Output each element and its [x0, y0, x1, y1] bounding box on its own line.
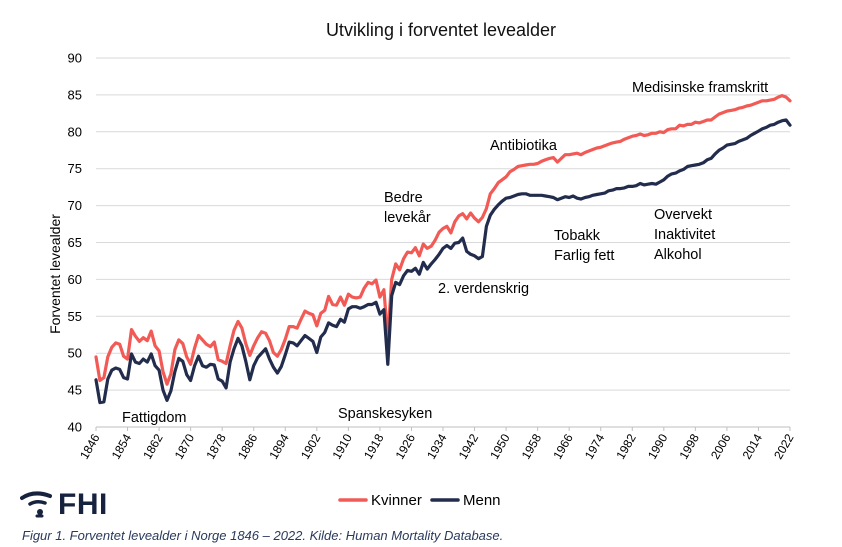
- annotation-fattigdom: Fattigdom: [122, 410, 186, 426]
- annotation-verdenskrig: 2. verdenskrig: [438, 281, 529, 297]
- annotation-tobakk: Farlig fett: [554, 248, 614, 264]
- fhi-logo: FHI: [20, 488, 108, 522]
- x-tick-label: 1926: [393, 431, 419, 461]
- x-tick-label: 1966: [550, 431, 576, 461]
- x-tick-label: 1990: [645, 431, 671, 461]
- x-tick-label: 1886: [235, 431, 261, 461]
- series-line-menn: [94, 118, 792, 405]
- y-tick-label: 55: [68, 309, 82, 324]
- x-tick-label: 1998: [676, 431, 702, 461]
- annotation-overvekt: Overvekt: [654, 207, 712, 223]
- x-tick-label: 1958: [519, 431, 545, 461]
- x-tick-label: 1942: [456, 431, 482, 461]
- chart-title: Utvikling i forventet levealder: [326, 20, 556, 40]
- y-tick-label: 40: [68, 420, 82, 435]
- x-tick-label: 1878: [203, 431, 229, 461]
- x-tick-label: 1854: [109, 431, 135, 461]
- x-tick-label: 1974: [582, 431, 608, 461]
- y-axis-label: Forventet levealder: [47, 214, 63, 334]
- fhi-logo-text: FHI: [58, 488, 108, 521]
- fhi-emblem-icon: [20, 491, 52, 518]
- x-tick-label: 2022: [771, 431, 797, 461]
- figure-caption: Figur 1. Forventet levealder i Norge 184…: [22, 528, 504, 543]
- annotation-medisinske: Medisinske framskritt: [632, 80, 768, 96]
- x-tick-label: 1894: [266, 431, 292, 461]
- x-tick-label: 1950: [487, 431, 513, 461]
- x-tick-label: 2014: [740, 431, 766, 461]
- annotation-antibiotika: Antibiotika: [490, 138, 558, 154]
- y-axis-ticks: 40 45 50 55 60 65 70 75 80 85 90: [68, 51, 82, 435]
- x-tick-label: 1862: [140, 431, 166, 461]
- legend-label-menn: Menn: [463, 492, 501, 509]
- annotation-bedre: levekår: [384, 210, 431, 226]
- x-axis-ticks: 1846 1854 1862 1870 1878 1886 1894 1902 1910 1918…: [77, 427, 797, 462]
- x-tick-label: 1902: [298, 431, 324, 461]
- y-tick-label: 50: [68, 346, 82, 361]
- x-tick-label: 1982: [613, 431, 639, 461]
- annotations: Fattigdom Spanskesyken Bedre levekår 2. verd…: [122, 80, 768, 426]
- annotation-tobakk: Tobakk: [554, 228, 601, 244]
- y-tick-label: 65: [68, 235, 82, 250]
- series-lines: [94, 94, 792, 405]
- y-tick-label: 70: [68, 198, 82, 213]
- y-tick-label: 75: [68, 161, 82, 176]
- annotation-bedre: Bedre: [384, 190, 423, 206]
- series-line-kvinner: [94, 94, 792, 386]
- x-tick-label: 1870: [172, 431, 198, 461]
- y-tick-label: 80: [68, 124, 82, 139]
- gridlines: [96, 57, 790, 391]
- y-tick-label: 60: [68, 272, 82, 287]
- legend-label-kvinner: Kvinner: [371, 492, 422, 509]
- x-tick-label: 1934: [424, 431, 450, 461]
- annotation-overvekt: Inaktivitet: [654, 227, 715, 243]
- annotation-overvekt: Alkohol: [654, 247, 702, 263]
- x-tick-label: 1846: [77, 431, 103, 461]
- y-tick-label: 85: [68, 87, 82, 102]
- x-tick-label: 1910: [329, 431, 355, 461]
- x-tick-label: 2006: [708, 431, 734, 461]
- y-tick-label: 45: [68, 383, 82, 398]
- y-tick-label: 90: [68, 51, 82, 66]
- legend: Kvinner Menn: [338, 492, 501, 509]
- annotation-spanskesyken: Spanskesyken: [338, 406, 432, 422]
- x-tick-label: 1918: [361, 431, 387, 461]
